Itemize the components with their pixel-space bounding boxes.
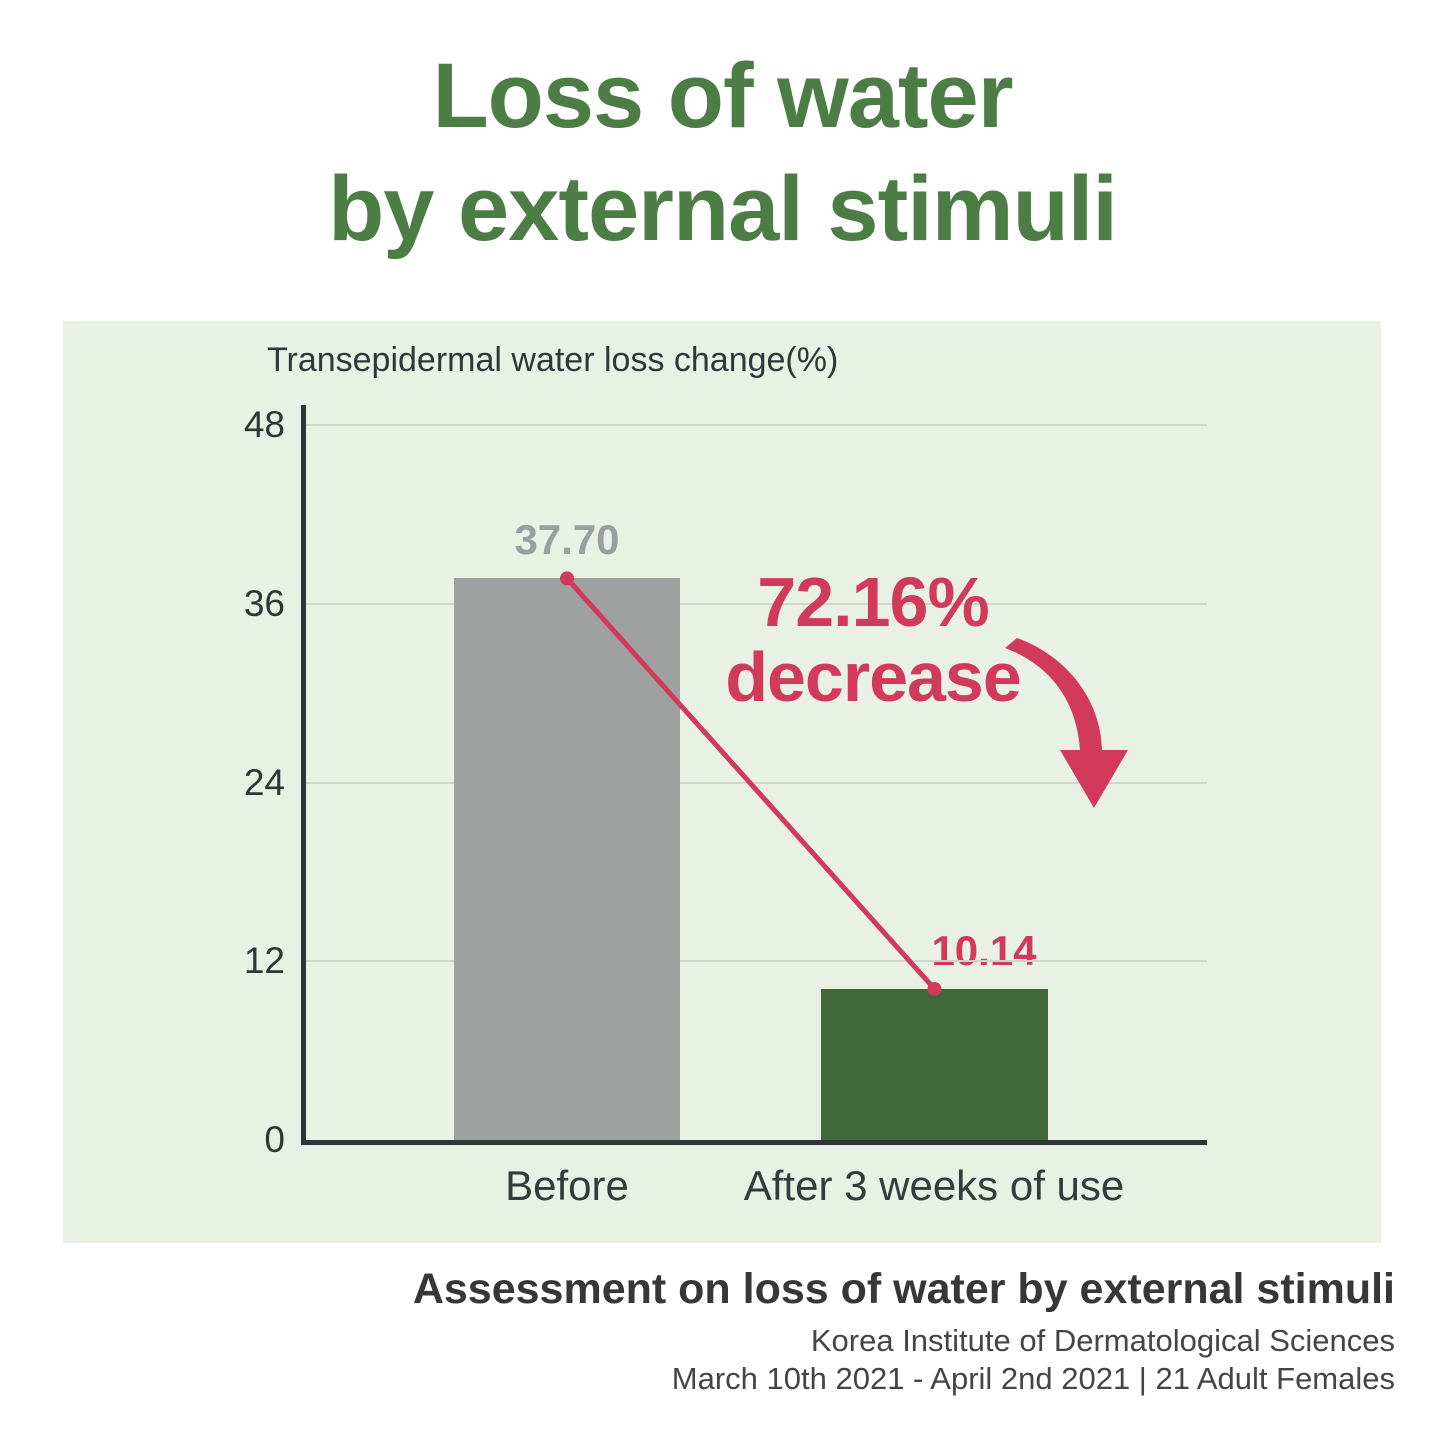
y-tick-label-36: 36 — [243, 582, 285, 624]
y-tick-label-48: 48 — [243, 404, 285, 445]
bar-after — [821, 989, 1048, 1140]
gridline-48 — [306, 424, 1207, 426]
page-title: Loss of water by external stimuli — [0, 40, 1445, 266]
gridline-24 — [306, 781, 1207, 784]
x-axis-line — [301, 1140, 1207, 1145]
plot-area: 37.70 10.14 Before After 3 weeks of use … — [244, 404, 1207, 1209]
decrease-arrow-icon — [1005, 638, 1128, 808]
trend-dot-before — [560, 571, 574, 586]
decrease-word-text: decrease — [725, 638, 1022, 716]
value-label-before: 37.70 — [514, 516, 620, 564]
chart-axis-title: Transepidermal water loss change(%) — [267, 341, 839, 379]
footer-period: March 10th 2021 - April 2nd 2021 | 21 Ad… — [671, 1361, 1395, 1396]
trend-line-segment — [565, 576, 937, 991]
decrease-percent-text: 72.16% — [757, 563, 989, 641]
gridline-36 — [306, 602, 1207, 605]
chart-panel: Transepidermal water loss change(%) 37.7… — [63, 321, 1381, 1243]
footer-source: Korea Institute of Dermatological Scienc… — [810, 1323, 1395, 1358]
trend-line — [560, 571, 942, 996]
y-tick-label-12: 12 — [243, 940, 285, 982]
gridline-12 — [306, 960, 1207, 963]
y-tick-label-24: 24 — [243, 761, 285, 803]
page-title-line1: Loss of water — [432, 45, 1013, 147]
bar-before — [454, 578, 680, 1140]
y-tick-label-0: 0 — [264, 1119, 285, 1160]
y-axis-line — [301, 405, 306, 1145]
page-title-line2: by external stimuli — [328, 158, 1118, 260]
value-label-after: 10.14 — [931, 926, 1037, 974]
decrease-annotation: 72.16% decrease — [673, 565, 1073, 715]
footer: Assessment on loss of water by external … — [195, 1262, 1395, 1398]
category-label-before: Before — [505, 1162, 629, 1209]
category-label-after: After 3 weeks of use — [743, 1162, 1125, 1209]
trend-dot-after — [927, 981, 942, 996]
footer-heading: Assessment on loss of water by external … — [412, 1265, 1395, 1313]
